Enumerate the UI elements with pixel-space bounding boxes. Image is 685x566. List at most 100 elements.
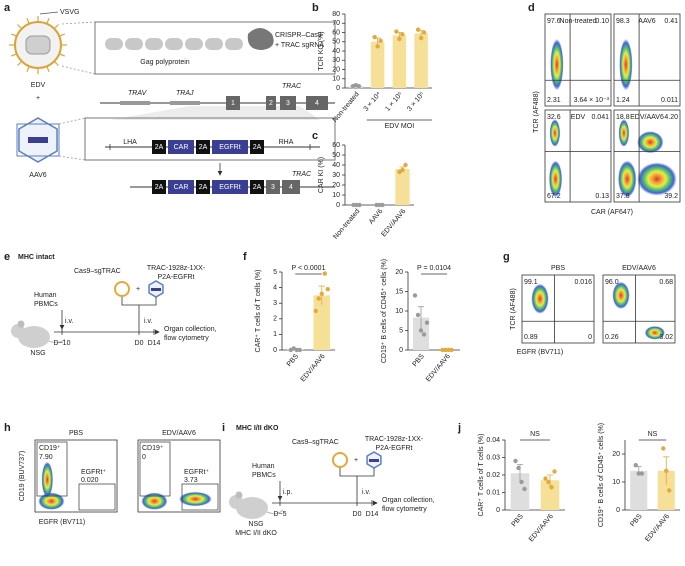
panel-letter: b — [312, 2, 319, 14]
label: 3 — [271, 184, 275, 191]
x-tick-label: AAV6 — [368, 208, 385, 226]
cas9-rnp — [247, 28, 274, 50]
quadrant-value: 0.68 — [659, 279, 673, 286]
y-axis-label: CAR KI (%) — [318, 157, 325, 193]
quadrant-value: 0.26 — [605, 334, 619, 341]
quadrant-value: 0.13 — [595, 193, 609, 200]
quadrant-value: 32.6 — [547, 114, 561, 121]
quadrant-value: 3.64 × 10⁻³ — [574, 97, 610, 104]
label: EDV — [31, 82, 46, 89]
label: EDV/AAV6 — [162, 430, 196, 437]
gag-domain — [105, 38, 123, 50]
bracket — [339, 468, 375, 500]
data-point — [552, 469, 557, 474]
bar — [510, 473, 530, 510]
data-point — [421, 30, 427, 35]
density-blob — [38, 492, 65, 510]
cassette-block — [196, 180, 210, 194]
y-tick-label: 0 — [273, 347, 277, 354]
data-point — [513, 458, 518, 464]
edv-box — [94, 21, 336, 75]
y-tick-label: 3 — [273, 300, 277, 307]
data-point — [375, 44, 380, 49]
annotation: NS — [648, 431, 658, 438]
label: 2A — [155, 144, 164, 151]
density-blob — [179, 491, 212, 507]
density-blob — [141, 492, 168, 510]
quadrant-value: 1.24 — [616, 97, 630, 104]
label: EGFRt⁺ — [184, 469, 209, 476]
quadrant-value: 0 — [588, 334, 592, 341]
y-tick-label: 10 — [332, 192, 340, 199]
label: EDV — [571, 114, 586, 121]
y-tick-label: 0 — [336, 85, 340, 92]
quadrant-value: 18.8 — [616, 114, 630, 121]
aav-genome — [151, 288, 161, 291]
data-point — [356, 83, 362, 89]
x-tick-label: EDV/AAV6 — [380, 208, 407, 238]
density-blob — [618, 119, 630, 147]
data-point — [412, 293, 418, 298]
cassette-block — [168, 140, 194, 154]
cassette-block — [196, 140, 210, 154]
label: D14 — [366, 511, 379, 518]
y-tick-label: 0.04 — [486, 437, 500, 444]
mouse-head — [229, 495, 243, 509]
label: Gag polyprotein — [140, 59, 190, 66]
mouse-body — [18, 326, 50, 348]
spike — [46, 66, 50, 73]
y-tick-label: 10 — [395, 308, 403, 315]
panel-letter: g — [503, 251, 510, 263]
bar — [412, 317, 430, 350]
label: PBS — [69, 430, 83, 437]
data-point — [397, 36, 402, 42]
label: TRAC-1928z-1XX- — [147, 265, 206, 272]
y-tick-label: 20 — [332, 182, 340, 189]
label: 0 — [142, 454, 146, 461]
data-point — [394, 29, 399, 34]
label: D0 — [135, 340, 144, 347]
bracket — [121, 297, 157, 329]
data-point — [319, 291, 324, 297]
data-point — [297, 347, 302, 353]
cassette-block — [266, 180, 280, 194]
spike — [10, 33, 17, 37]
label: 2A — [199, 144, 208, 151]
label: EGFR (BV711) — [39, 519, 86, 526]
label: EGFRt⁺ — [81, 469, 106, 476]
label: Human — [34, 292, 57, 299]
data-point — [516, 465, 521, 471]
label: 1 — [231, 100, 235, 107]
label: 2 — [269, 100, 273, 107]
y-tick-label: 0 — [399, 347, 403, 354]
gag-domain — [125, 38, 143, 50]
data-point — [418, 35, 424, 41]
data-point — [357, 202, 362, 208]
y-tick-label: 80 — [332, 11, 340, 18]
y-tick-label: 20 — [395, 269, 403, 276]
spike — [53, 24, 59, 30]
density-blob — [619, 38, 633, 91]
y-axis-label: CD19⁺ B cells of CD45⁺ cells (%) — [598, 423, 605, 527]
line — [58, 155, 86, 161]
quadrant-value: 0.41 — [664, 18, 678, 25]
data-point — [325, 286, 330, 292]
quadrant-value: 97.6 — [547, 18, 561, 25]
cassette-block — [152, 140, 166, 154]
y-tick-label: 30 — [332, 172, 340, 179]
panel-letter: e — [4, 251, 10, 263]
panel-letter: h — [4, 422, 11, 434]
data-point — [313, 308, 318, 314]
spike — [26, 17, 30, 24]
data-point — [639, 471, 644, 476]
label: TCR (AF488) — [533, 91, 540, 133]
bar — [313, 295, 330, 350]
label: TCR (AF488) — [510, 288, 517, 330]
spike — [59, 53, 66, 57]
label: D0 — [353, 511, 362, 518]
density-blob — [549, 119, 561, 147]
data-point — [403, 162, 408, 168]
edv-icon — [332, 452, 348, 468]
label: TRAV — [128, 90, 148, 97]
data-point — [667, 488, 672, 493]
